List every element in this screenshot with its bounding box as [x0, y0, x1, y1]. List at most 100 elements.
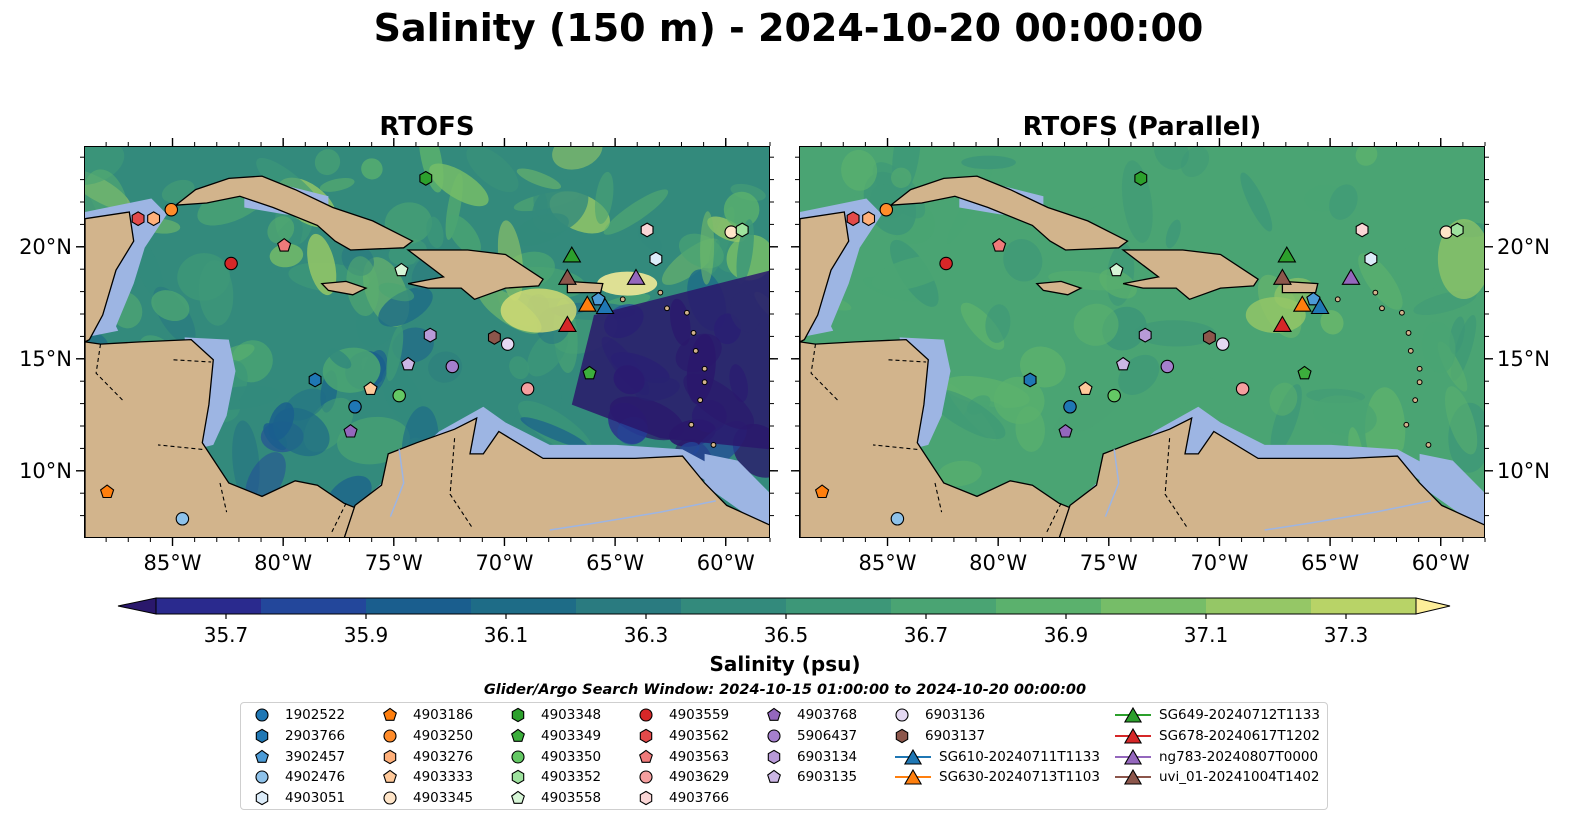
- obs-marker-4902476: [890, 512, 905, 526]
- obs-marker-4903768: [1058, 424, 1073, 438]
- obs-marker-6903135: [767, 770, 781, 784]
- obs-marker-1902522: [348, 400, 362, 414]
- obs-marker-4903558: [394, 262, 409, 277]
- legend-label: 4903350: [541, 748, 602, 765]
- legend-marker: [639, 770, 653, 784]
- obs-marker-4903768: [767, 707, 781, 721]
- obs-marker-SG630-20240713T1103: [903, 769, 923, 785]
- obs-marker-3902457: [591, 291, 606, 306]
- obs-marker-6903134: [767, 749, 781, 764]
- lon-tick-label: 65°W: [1301, 551, 1359, 575]
- obs-marker-4903562: [639, 728, 653, 744]
- obs-marker-4902476: [175, 512, 190, 526]
- salinity-map-rtofs-parallel: [800, 147, 1484, 537]
- obs-marker-4903250: [383, 729, 397, 743]
- colorbar-tick-label: 35.9: [344, 623, 389, 647]
- legend-marker: [767, 770, 781, 784]
- obs-marker-4903629: [520, 382, 535, 396]
- obs-marker-6903137: [895, 728, 909, 744]
- colorbar-bin: [891, 598, 997, 614]
- obs-marker-4903276: [383, 749, 397, 764]
- lat-tick-label: 20°N: [19, 235, 72, 259]
- obs-marker-4903250: [879, 202, 894, 217]
- obs-marker-4903348: [1134, 170, 1148, 186]
- obs-marker-4903348: [419, 170, 433, 186]
- obs-marker-4903562: [846, 211, 860, 227]
- obs-marker-2903766: [1023, 372, 1037, 388]
- obs-marker-4903558: [1109, 262, 1124, 277]
- obs-marker-1902522: [1063, 400, 1077, 414]
- obs-marker-4903563: [277, 238, 292, 252]
- legend-marker: [383, 791, 397, 805]
- legend-marker: [255, 790, 269, 806]
- obs-marker-4903629: [1235, 382, 1250, 396]
- colorbar-bin: [471, 598, 577, 614]
- colorbar-bin: [366, 598, 472, 614]
- obs-marker-4903563: [992, 238, 1007, 252]
- colorbar-tick-label: 37.1: [1184, 623, 1229, 647]
- colorbar-bin: [576, 598, 682, 614]
- obs-marker-4903563: [639, 749, 653, 763]
- obs-marker-4903352: [511, 770, 525, 785]
- obs-marker-4903768: [343, 424, 358, 438]
- obs-marker-SG610-20240711T1133: [1310, 297, 1330, 315]
- map-axes: 85°W 80°W 75°W 70°W 65°W 60°W 20°N 15°N 10°N 85°W…: [19, 138, 1550, 575]
- legend-marker: [511, 707, 525, 723]
- legend-marker: [511, 790, 525, 805]
- legend-label: 4903051: [285, 790, 346, 807]
- colorbar-bin: [1206, 598, 1312, 614]
- obs-marker-4903186: [814, 484, 830, 499]
- obs-marker-6903135: [400, 356, 416, 371]
- obs-marker-4903350: [392, 388, 406, 403]
- legend-marker: [639, 749, 653, 763]
- obs-marker-ng783-20240807T0000: [1123, 748, 1143, 765]
- legend-marker: [895, 748, 931, 765]
- legend-marker: [511, 770, 525, 785]
- obs-marker-4903766: [640, 222, 654, 238]
- obs-marker-4902476: [255, 770, 269, 784]
- obs-marker-SG610-20240711T1133: [903, 748, 923, 765]
- legend-label: SG610-20240711T1133: [939, 748, 1100, 765]
- legend-label: 3902457: [285, 748, 346, 765]
- obs-marker-4903345: [383, 791, 397, 805]
- legend-label: 6903134: [797, 748, 858, 765]
- obs-marker-4903349: [1297, 365, 1312, 380]
- obs-marker-uvi_01-20241004T1402: [557, 268, 577, 285]
- obs-marker-uvi_01-20241004T1402: [1272, 268, 1292, 285]
- obs-marker-4903349: [582, 365, 597, 380]
- obs-marker-SG678-20240617T1202: [557, 315, 577, 332]
- obs-marker-SG610-20240711T1133: [595, 297, 615, 315]
- legend-marker: [383, 729, 397, 743]
- obs-marker-6903135: [1115, 356, 1131, 371]
- obs-marker-4903629: [639, 770, 653, 784]
- legend-label: 4903768: [797, 707, 858, 723]
- legend-marker: [895, 728, 909, 744]
- legend-marker: [639, 790, 653, 806]
- legend-label: 4903333: [413, 769, 474, 786]
- obs-marker-4903276: [147, 211, 161, 227]
- legend-label: 4903766: [669, 790, 730, 807]
- obs-marker-3902457: [255, 749, 269, 763]
- legend-marker: [639, 728, 653, 744]
- obs-marker-4903051: [1364, 251, 1378, 267]
- legend-label: 6903135: [797, 769, 858, 786]
- obs-marker-4903333: [383, 770, 397, 784]
- legend-label: 4902476: [285, 769, 346, 786]
- legend-label: ng783-20240807T0000: [1159, 748, 1319, 765]
- obs-marker-6903136: [500, 337, 515, 351]
- legend-label: 6903137: [925, 727, 986, 744]
- obs-marker-SG678-20240617T1202: [1272, 315, 1292, 332]
- legend-marker: [1115, 769, 1151, 785]
- obs-marker-4903350: [511, 750, 525, 764]
- obs-marker-4903766: [639, 790, 653, 806]
- legend-label: 5906437: [797, 727, 858, 744]
- obs-marker-SG678-20240617T1202: [1123, 727, 1143, 744]
- lat-tick-label: 15°N: [19, 347, 72, 371]
- obs-marker-4903276: [862, 211, 876, 227]
- colorbar-bin: [1311, 598, 1417, 614]
- map-panel-rtofs-parallel: [799, 146, 1485, 538]
- legend-marker: [895, 769, 931, 785]
- lat-tick-label: 10°N: [1497, 459, 1550, 483]
- lon-tick-label: 70°W: [475, 551, 533, 575]
- map-panel-rtofs: [84, 146, 770, 538]
